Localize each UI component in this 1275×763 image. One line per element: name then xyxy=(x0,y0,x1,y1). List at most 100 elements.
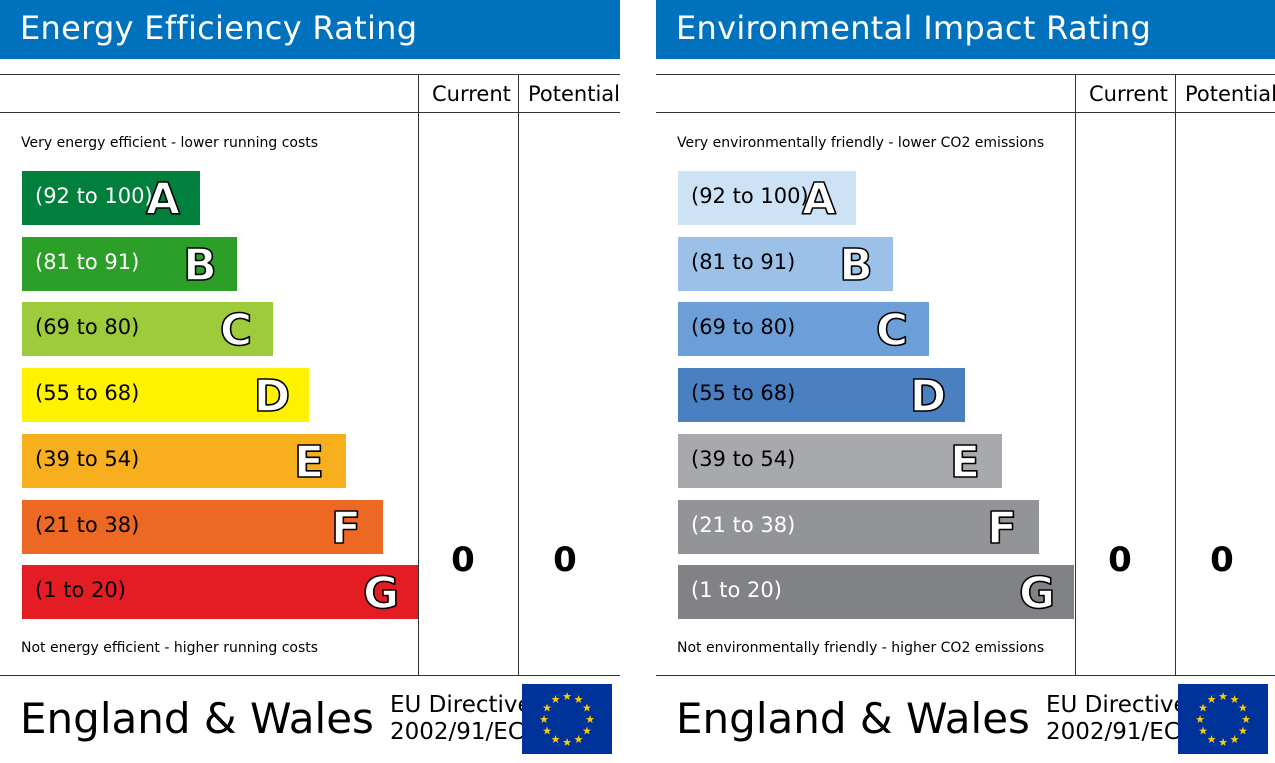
rating-band-g: (1 to 20) G xyxy=(22,565,418,619)
flag-field xyxy=(522,684,612,754)
flag-field xyxy=(1178,684,1268,754)
potential-column-header: Potential xyxy=(1185,82,1275,106)
rating-band-d: (55 to 68) D xyxy=(22,368,309,422)
band-letter-text: G xyxy=(1019,568,1055,617)
rating-band-e: (39 to 54) E xyxy=(678,434,1002,488)
band-letter: E xyxy=(293,436,325,486)
potential-score: 0 xyxy=(553,540,577,580)
rating-band-f: (21 to 38) F xyxy=(678,500,1039,554)
chart-title: Energy Efficiency Rating xyxy=(20,9,418,47)
flag-star: ★ xyxy=(1207,693,1217,706)
band-letter-text: G xyxy=(363,568,399,617)
rating-band-e: (39 to 54) E xyxy=(22,434,346,488)
band-range-label: (92 to 100) xyxy=(691,184,809,208)
potential-column-header: Potential xyxy=(528,82,620,106)
band-range-label: (55 to 68) xyxy=(35,381,140,405)
band-range-label: (81 to 91) xyxy=(35,250,140,274)
band-letter-text: C xyxy=(876,305,908,354)
band-letter-text: F xyxy=(987,503,1017,552)
table-top-border xyxy=(656,74,1275,75)
band-letter: D xyxy=(253,370,291,420)
band-letter: C xyxy=(219,304,253,354)
band-letter: C xyxy=(875,304,909,354)
band-letter: F xyxy=(330,502,362,552)
band-letter-text: A xyxy=(146,174,180,223)
band-letter: F xyxy=(986,502,1018,552)
flag-star: ★ xyxy=(562,690,572,703)
bottom-caption: Not energy efficient - higher running co… xyxy=(21,640,319,656)
flag-star: ★ xyxy=(542,702,552,715)
flag-star: ★ xyxy=(582,702,592,715)
flag-star: ★ xyxy=(539,713,549,726)
column-divider xyxy=(518,74,519,675)
band-letter-text: D xyxy=(254,371,291,420)
flag-star: ★ xyxy=(542,725,552,738)
band-range-label: (21 to 38) xyxy=(35,513,140,537)
flag-star: ★ xyxy=(551,693,561,706)
band-range-label: (81 to 91) xyxy=(691,250,796,274)
band-letter-text: D xyxy=(910,371,947,420)
band-range-label: (55 to 68) xyxy=(691,381,796,405)
environmental-impact-panel: Environmental Impact Rating Current Pote… xyxy=(656,0,1275,763)
band-letter-text: E xyxy=(950,437,980,486)
chart-title: Environmental Impact Rating xyxy=(676,9,1152,47)
directive-line-2: 2002/91/EC xyxy=(390,719,524,745)
band-range-label: (39 to 54) xyxy=(691,447,796,471)
top-caption: Very environmentally friendly - lower CO… xyxy=(677,135,1045,151)
directive-line-1: EU Directive xyxy=(1046,692,1188,718)
potential-score: 0 xyxy=(1210,540,1234,580)
flag-star: ★ xyxy=(1198,702,1208,715)
current-column-header: Current xyxy=(1089,82,1168,106)
band-range-label: (1 to 20) xyxy=(35,578,126,602)
flag-star: ★ xyxy=(1198,725,1208,738)
band-letter-text: B xyxy=(183,240,217,289)
footer-country: England & Wales xyxy=(676,694,1030,743)
rating-band-b: (81 to 91) B xyxy=(678,237,893,291)
flag-star: ★ xyxy=(585,713,595,726)
table-top-border xyxy=(0,74,620,75)
bottom-caption: Not environmentally friendly - higher CO… xyxy=(677,640,1045,656)
band-range-label: (21 to 38) xyxy=(691,513,796,537)
band-range-label: (92 to 100) xyxy=(35,184,153,208)
band-letter: G xyxy=(1018,567,1056,617)
band-letter: A xyxy=(145,173,181,223)
band-letter-text: F xyxy=(331,503,361,552)
rating-band-a: (92 to 100) A xyxy=(22,171,200,225)
flag-star: ★ xyxy=(582,725,592,738)
rating-band-a: (92 to 100) A xyxy=(678,171,856,225)
energy-efficiency-panel: Energy Efficiency Rating Current Potenti… xyxy=(0,0,620,763)
footer-country: England & Wales xyxy=(20,694,374,743)
flag-star: ★ xyxy=(551,733,561,746)
flag-star: ★ xyxy=(1238,725,1248,738)
eu-flag-icon: ★ ★★★★★★★★★★★ xyxy=(522,684,612,754)
eu-directive: EU Directive 2002/91/EC xyxy=(1046,692,1188,746)
flag-star: ★ xyxy=(1218,736,1228,749)
band-letter-text: E xyxy=(294,437,324,486)
rating-band-g: (1 to 20) G xyxy=(678,565,1074,619)
top-caption: Very energy efficient - lower running co… xyxy=(21,135,319,151)
flag-star: ★ xyxy=(574,733,584,746)
current-score: 0 xyxy=(451,540,475,580)
band-letter-text: C xyxy=(220,305,252,354)
header-divider xyxy=(656,112,1275,113)
directive-line-2: 2002/91/EC xyxy=(1046,719,1180,745)
flag-star: ★ xyxy=(562,736,572,749)
rating-band-f: (21 to 38) F xyxy=(22,500,383,554)
rating-band-d: (55 to 68) D xyxy=(678,368,965,422)
title-bar: Energy Efficiency Rating xyxy=(0,0,620,59)
band-letter: E xyxy=(949,436,981,486)
band-range-label: (39 to 54) xyxy=(35,447,140,471)
band-range-label: (69 to 80) xyxy=(691,315,796,339)
band-letter-text: A xyxy=(802,174,836,223)
current-column-header: Current xyxy=(432,82,511,106)
flag-star: ★ xyxy=(1230,693,1240,706)
band-letter: B xyxy=(182,239,217,289)
band-range-label: (1 to 20) xyxy=(691,578,782,602)
rating-band-c: (69 to 80) C xyxy=(22,302,273,356)
table-bottom-border xyxy=(0,675,620,676)
table-bottom-border xyxy=(656,675,1275,676)
current-score: 0 xyxy=(1108,540,1132,580)
column-divider xyxy=(418,74,419,675)
eu-directive: EU Directive 2002/91/EC xyxy=(390,692,532,746)
directive-line-1: EU Directive xyxy=(390,692,532,718)
